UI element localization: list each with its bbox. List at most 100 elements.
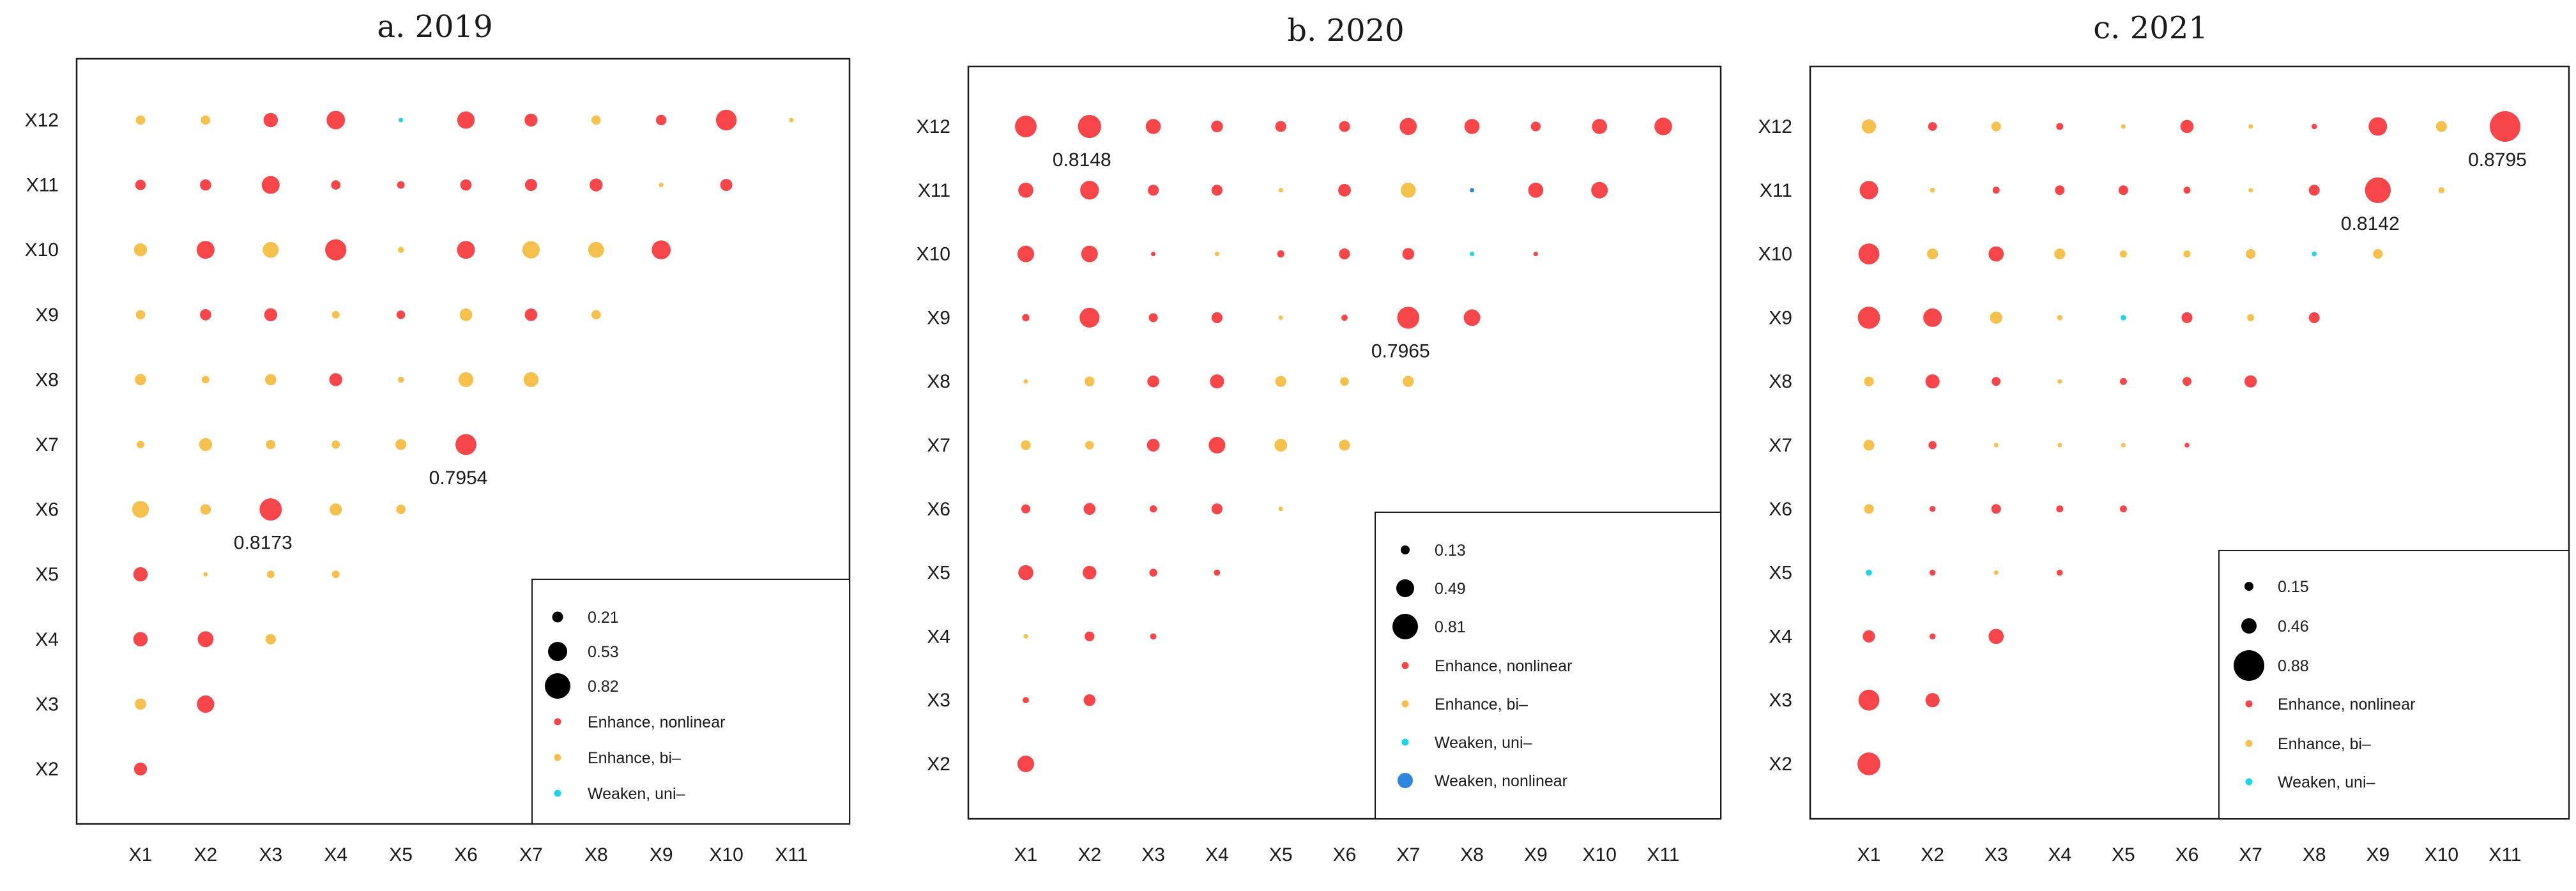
legend-category-label: Enhance, nonlinear	[1435, 657, 1572, 675]
data-bubble	[1211, 120, 1223, 133]
y-tick-label: X4	[927, 626, 950, 647]
data-bubble	[1858, 689, 1880, 711]
data-bubble	[1211, 185, 1223, 196]
data-bubble	[1083, 694, 1096, 706]
data-bubble	[1017, 245, 1034, 263]
value-annotation: 0.8148	[1053, 149, 1111, 171]
plot-frame	[1809, 65, 2570, 820]
data-bubble	[399, 118, 404, 123]
data-bubble	[2244, 375, 2257, 388]
data-bubble	[1083, 503, 1096, 515]
data-bubble	[1858, 243, 1880, 264]
data-bubble	[2311, 123, 2317, 130]
data-bubble	[524, 308, 538, 321]
data-bubble	[1866, 569, 1872, 576]
y-tick-label: X3	[35, 694, 59, 715]
data-bubble	[201, 376, 210, 384]
data-bubble	[1592, 119, 1607, 134]
data-bubble	[1023, 634, 1028, 639]
legend-category-label: Enhance, nonlinear	[588, 713, 725, 731]
data-bubble	[789, 118, 794, 123]
data-bubble	[1018, 565, 1033, 581]
data-bubble	[135, 115, 146, 125]
x-tick-label: X6	[2176, 844, 2199, 865]
data-bubble	[1278, 188, 1283, 193]
data-bubble	[2246, 249, 2256, 259]
data-bubble	[1338, 183, 1351, 197]
data-bubble	[1339, 121, 1350, 132]
data-bubble	[1864, 504, 1874, 514]
x-tick-label: X8	[1460, 844, 1484, 865]
data-bubble	[1992, 377, 2001, 386]
data-bubble	[1925, 374, 1940, 389]
data-bubble	[1925, 693, 1940, 708]
data-bubble	[523, 372, 539, 388]
data-bubble	[200, 179, 211, 191]
x-tick-label: X11	[2488, 844, 2521, 865]
data-bubble	[720, 179, 733, 192]
y-tick-label: X12	[1758, 116, 1792, 137]
data-bubble	[200, 308, 211, 321]
annotation-layer: 0.8148 0.7965	[1053, 149, 1430, 362]
data-bubble	[1085, 441, 1094, 450]
data-bubble	[1339, 439, 1350, 451]
legend-category-dot	[1398, 773, 1413, 788]
legend-size-dot	[2241, 618, 2257, 634]
data-bubble	[2121, 124, 2126, 129]
data-bubble	[1211, 312, 1223, 323]
data-bubble	[460, 179, 472, 191]
panel-2021: c. 2021 X1 X2 X3 X4 X5 X6 X7 X8 X9 X10 X11 X2 X3 X4 X5…	[1758, 10, 2570, 865]
data-bubble	[1927, 248, 1939, 260]
axis-ticks: X1 X2 X3 X4 X5 X6 X7 X8 X9 X10 X11 X2 X3 X4 X5 X6 X7 X8 X9…	[917, 116, 1680, 865]
x-tick-label: X10	[709, 844, 743, 865]
y-tick-label: X5	[35, 564, 59, 585]
data-bubble	[196, 241, 215, 259]
data-bubble	[1930, 188, 1935, 193]
data-bubble	[1864, 376, 1874, 386]
data-bubble	[1278, 315, 1283, 320]
data-bubble	[2057, 569, 2063, 576]
data-bubble	[1018, 183, 1033, 198]
data-bubble	[1464, 119, 1480, 134]
data-bubble	[2248, 188, 2253, 193]
y-tick-label: X12	[25, 110, 59, 131]
data-bubble	[2247, 314, 2255, 321]
data-bubble	[1401, 183, 1416, 198]
legend: 0.15 0.46 0.88 Enhance, nonlinear Enhance, b…	[2218, 550, 2570, 819]
legend-size-dot	[1401, 545, 1410, 554]
data-bubble	[1149, 568, 1157, 577]
data-bubble	[1928, 441, 1937, 450]
legend-category-dot	[2245, 740, 2253, 747]
data-bubble	[330, 503, 342, 516]
y-tick-label: X7	[927, 435, 950, 456]
panel-2019: a. 2019 X1 X2 X3 X4 X5 X6 X7 X8 X9 X10 X11 X2 X3 X4 X5…	[25, 9, 851, 865]
data-bubble	[458, 372, 474, 388]
legend-category-label: Enhance, bi–	[2278, 735, 2371, 753]
data-bubble	[2183, 250, 2191, 258]
x-tick-label: X1	[1857, 844, 1881, 865]
plot-frame	[75, 57, 851, 825]
data-bubble	[2368, 117, 2388, 136]
data-bubble	[133, 632, 148, 647]
legend-category-label: Enhance, bi–	[1435, 696, 1528, 713]
legend-size-dot	[1392, 614, 1418, 639]
data-bubble	[1654, 118, 1672, 135]
data-bubble	[1078, 114, 1101, 139]
data-bubble	[1530, 121, 1541, 132]
x-tick-label: X11	[1647, 844, 1679, 865]
y-tick-label: X6	[927, 499, 950, 520]
data-bubble	[590, 178, 603, 192]
data-bubble	[457, 111, 475, 129]
data-bubble	[1528, 183, 1544, 198]
y-tick-label: X2	[927, 754, 950, 775]
data-bubble	[137, 441, 144, 448]
data-bubble	[203, 572, 208, 577]
data-bubble	[591, 310, 601, 320]
data-bubble	[2118, 185, 2128, 195]
x-tick-label: X9	[2366, 844, 2389, 865]
data-bubble	[1399, 118, 1417, 135]
data-bubble	[397, 376, 404, 383]
axis-ticks: X1 X2 X3 X4 X5 X6 X7 X8 X9 X10 X11 X2 X3 X4 X5 X6 X7 X8 X9…	[1758, 116, 2522, 865]
x-tick-label: X2	[1078, 844, 1101, 865]
data-bubble	[1017, 756, 1034, 772]
